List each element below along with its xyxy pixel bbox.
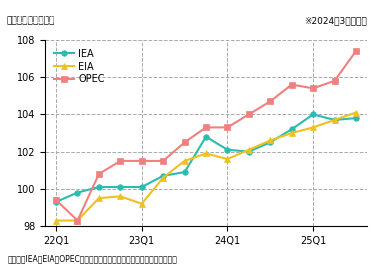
EIA bbox=[139, 202, 144, 205]
IEA bbox=[204, 135, 208, 138]
EIA bbox=[332, 118, 337, 122]
IEA bbox=[332, 118, 337, 122]
IEA bbox=[246, 150, 251, 153]
EIA bbox=[354, 111, 358, 114]
OPEC bbox=[204, 126, 208, 129]
OPEC bbox=[311, 87, 315, 90]
OPEC bbox=[54, 198, 58, 202]
Line: IEA: IEA bbox=[53, 112, 359, 205]
Text: ※2024年3月発表値: ※2024年3月発表値 bbox=[304, 16, 367, 25]
OPEC bbox=[118, 159, 122, 163]
EIA bbox=[246, 148, 251, 151]
EIA bbox=[75, 219, 80, 222]
OPEC bbox=[182, 141, 187, 144]
EIA bbox=[97, 197, 101, 200]
Text: （出所：IEA、EIA、OPEC発表値より住友商事グローバルリサーチ作成）: （出所：IEA、EIA、OPEC発表値より住友商事グローバルリサーチ作成） bbox=[8, 254, 177, 263]
OPEC bbox=[332, 79, 337, 82]
OPEC bbox=[139, 159, 144, 163]
EIA bbox=[182, 159, 187, 163]
EIA bbox=[268, 139, 273, 142]
OPEC bbox=[225, 126, 230, 129]
OPEC bbox=[354, 49, 358, 53]
OPEC bbox=[290, 83, 294, 86]
Legend: IEA, EIA, OPEC: IEA, EIA, OPEC bbox=[50, 45, 109, 88]
OPEC bbox=[97, 172, 101, 176]
Line: EIA: EIA bbox=[53, 110, 359, 223]
EIA bbox=[290, 131, 294, 135]
OPEC bbox=[268, 100, 273, 103]
IEA bbox=[290, 128, 294, 131]
EIA bbox=[204, 152, 208, 155]
IEA bbox=[75, 191, 80, 194]
OPEC bbox=[161, 159, 166, 163]
IEA bbox=[161, 174, 166, 177]
IEA bbox=[268, 141, 273, 144]
IEA bbox=[97, 185, 101, 189]
IEA bbox=[54, 200, 58, 203]
EIA bbox=[225, 157, 230, 161]
IEA bbox=[182, 171, 187, 174]
IEA bbox=[311, 113, 315, 116]
EIA bbox=[118, 195, 122, 198]
OPEC bbox=[75, 219, 80, 222]
Text: 主要機関による世界石油需要見通し: 主要機関による世界石油需要見通し bbox=[11, 9, 145, 23]
IEA bbox=[354, 117, 358, 120]
EIA bbox=[161, 176, 166, 179]
EIA bbox=[54, 219, 58, 222]
Line: OPEC: OPEC bbox=[53, 48, 359, 223]
IEA bbox=[225, 148, 230, 151]
IEA bbox=[139, 185, 144, 189]
OPEC bbox=[246, 113, 251, 116]
EIA bbox=[311, 126, 315, 129]
Text: （百万バレル／日）: （百万バレル／日） bbox=[7, 16, 55, 25]
IEA bbox=[118, 185, 122, 189]
